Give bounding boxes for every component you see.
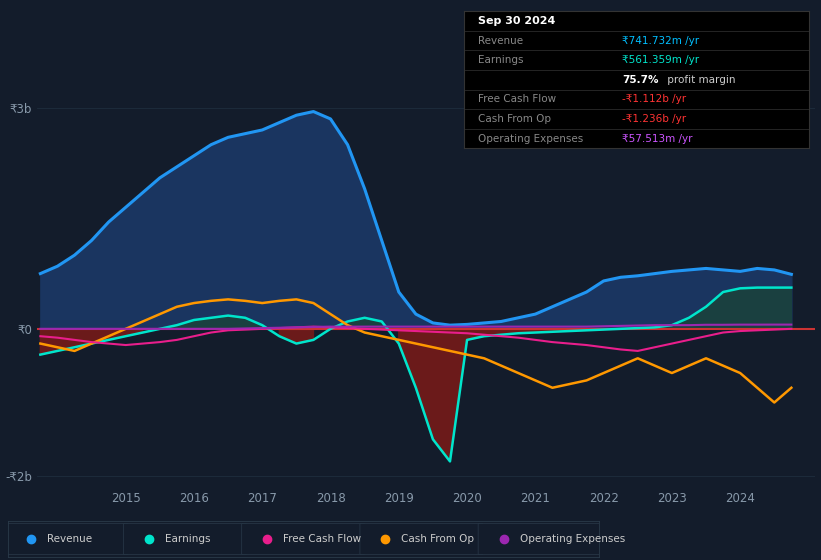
Text: ₹57.513m /yr: ₹57.513m /yr	[622, 134, 693, 143]
FancyBboxPatch shape	[478, 524, 601, 554]
Text: Earnings: Earnings	[478, 55, 523, 65]
FancyBboxPatch shape	[123, 524, 246, 554]
Text: Operating Expenses: Operating Expenses	[520, 534, 625, 544]
FancyBboxPatch shape	[360, 524, 483, 554]
FancyBboxPatch shape	[5, 524, 128, 554]
Text: Cash From Op: Cash From Op	[478, 114, 551, 124]
Text: ₹561.359m /yr: ₹561.359m /yr	[622, 55, 699, 65]
Text: profit margin: profit margin	[664, 75, 736, 85]
Text: 75.7%: 75.7%	[622, 75, 659, 85]
Text: Free Cash Flow: Free Cash Flow	[283, 534, 361, 544]
Text: Sep 30 2024: Sep 30 2024	[478, 16, 555, 26]
Text: Revenue: Revenue	[478, 36, 523, 45]
Text: Operating Expenses: Operating Expenses	[478, 134, 583, 143]
Text: ₹741.732m /yr: ₹741.732m /yr	[622, 36, 699, 45]
Text: Revenue: Revenue	[47, 534, 92, 544]
Text: -₹1.112b /yr: -₹1.112b /yr	[622, 95, 686, 104]
Text: -₹1.236b /yr: -₹1.236b /yr	[622, 114, 686, 124]
FancyBboxPatch shape	[241, 524, 365, 554]
Text: Cash From Op: Cash From Op	[401, 534, 475, 544]
Text: Free Cash Flow: Free Cash Flow	[478, 95, 556, 104]
Text: Earnings: Earnings	[165, 534, 210, 544]
